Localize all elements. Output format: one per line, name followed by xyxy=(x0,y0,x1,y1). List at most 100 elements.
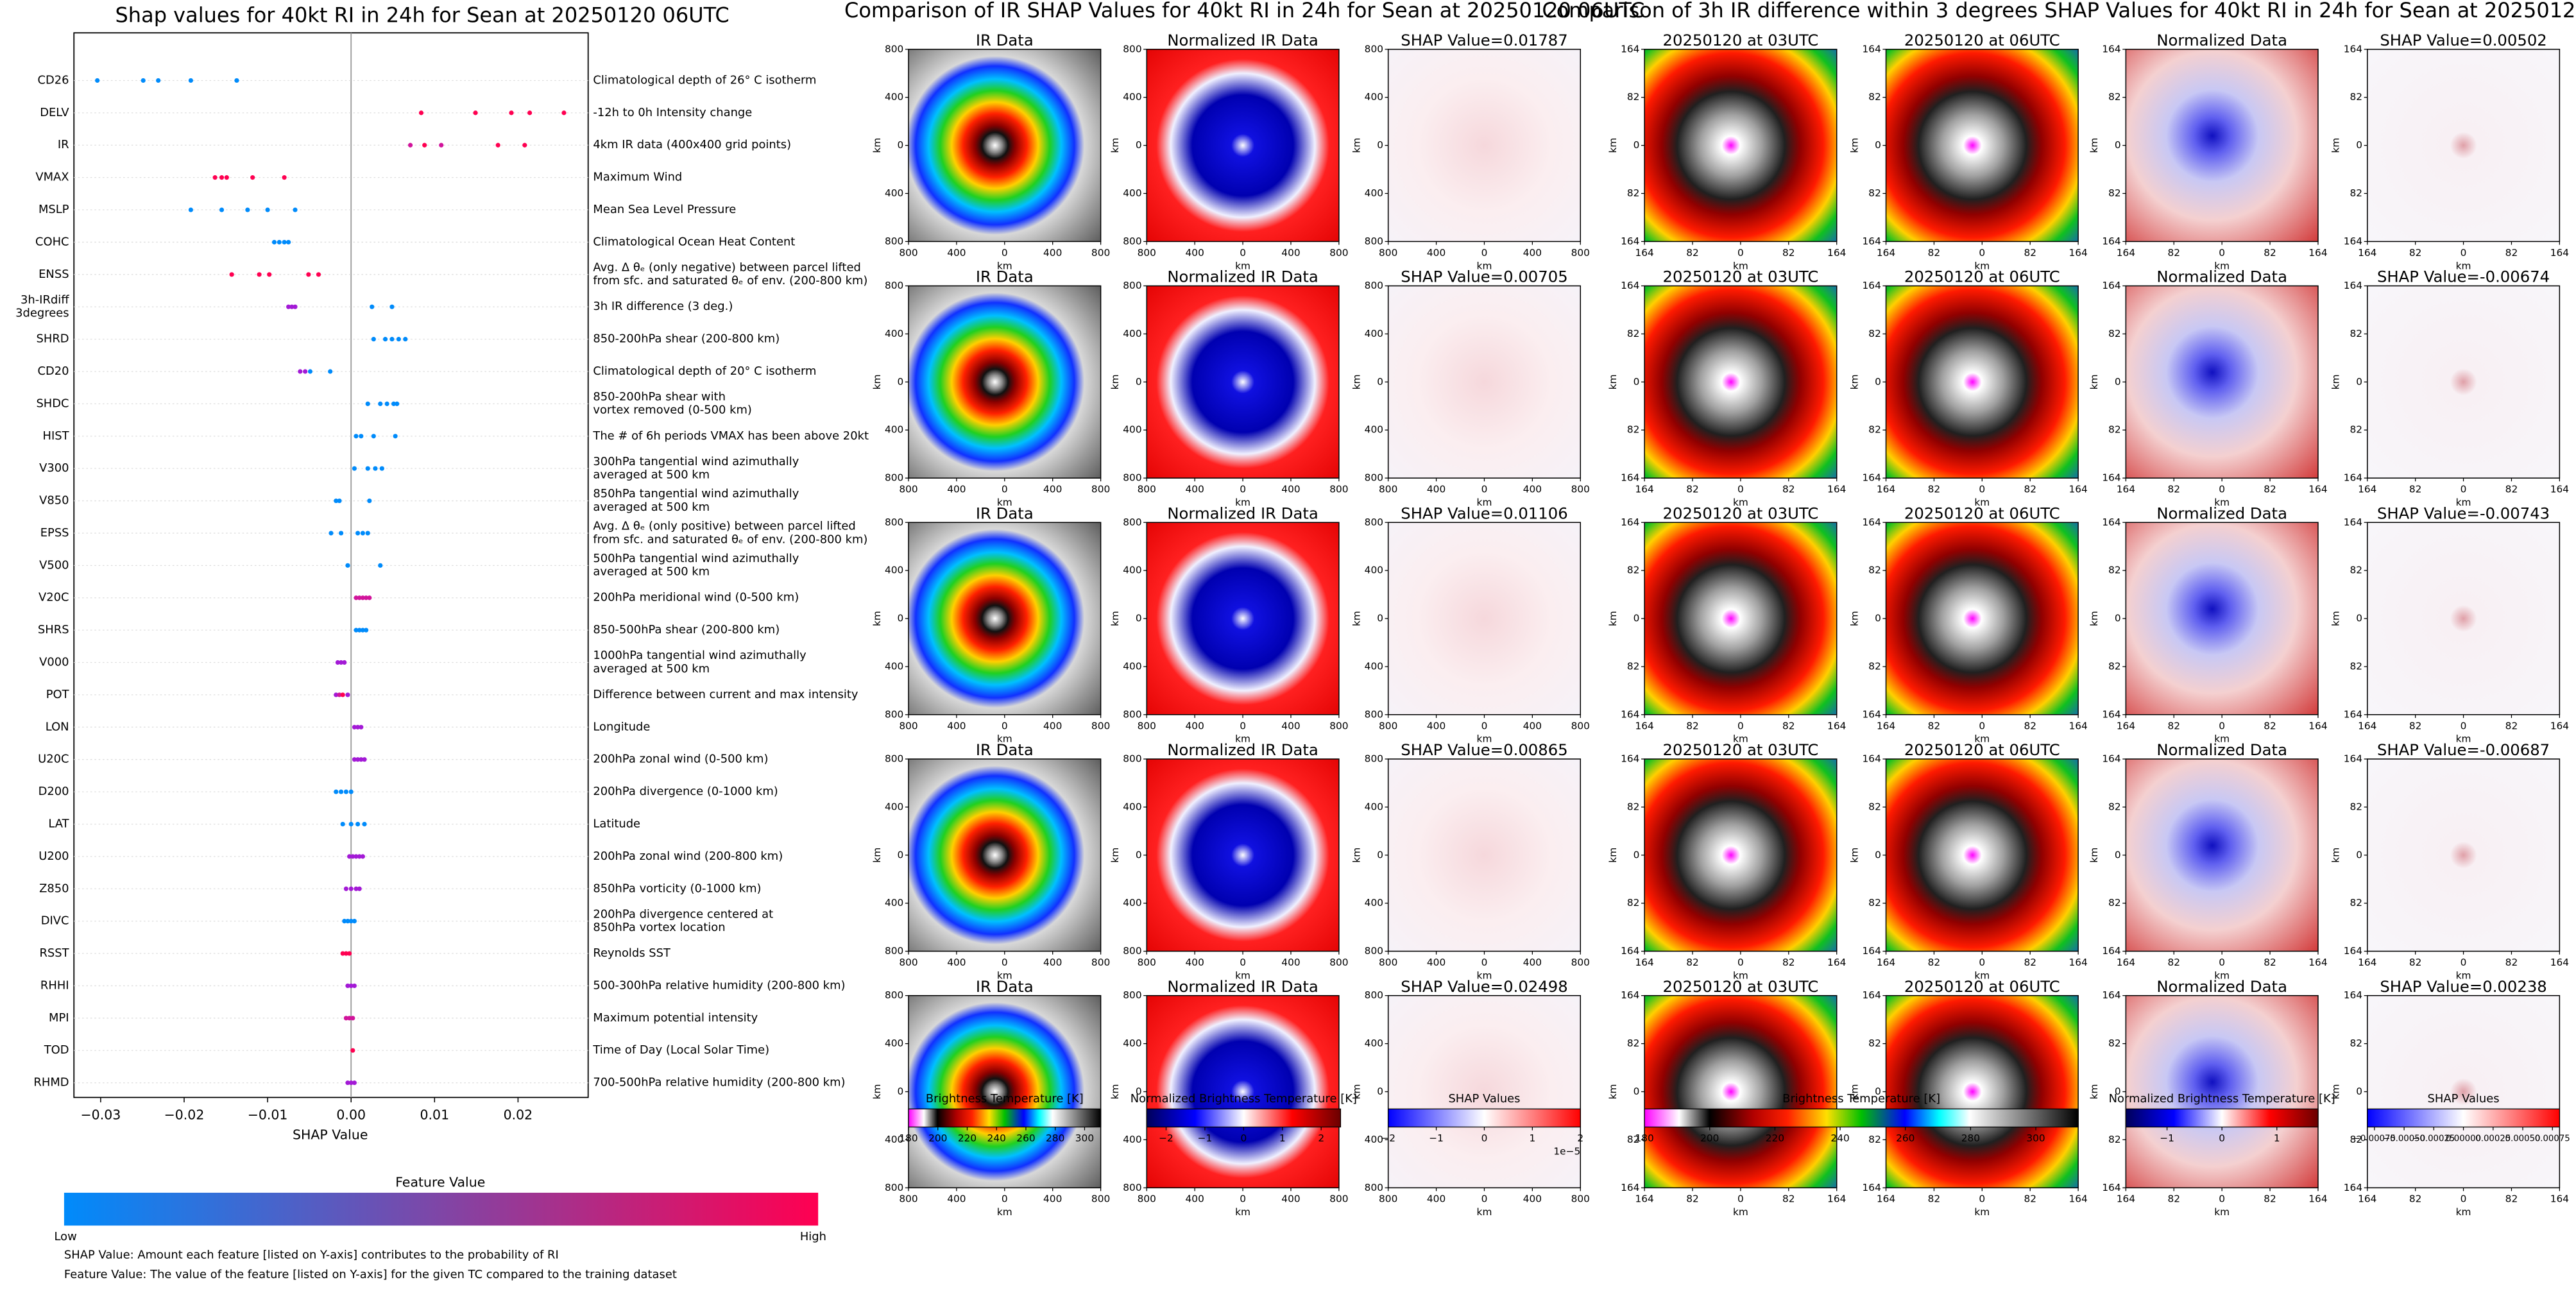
shap-point xyxy=(219,175,225,180)
shap-point xyxy=(418,110,424,115)
x-tick-label: 0 xyxy=(1240,484,1246,495)
shap-point xyxy=(384,401,389,406)
colorbar-tick-label: 260 xyxy=(1016,1132,1035,1144)
y-axis-label: km xyxy=(1848,1084,1860,1100)
y-axis-label: km xyxy=(1607,1084,1619,1100)
y-tick-label: 164 xyxy=(1621,708,1639,720)
x-tick-label: 800 xyxy=(1138,957,1156,968)
x-tick-label: 82 xyxy=(2024,957,2036,968)
image-panel xyxy=(1387,522,1582,715)
x-tick-label: 164 xyxy=(2117,1193,2135,1205)
image-panel xyxy=(1146,49,1340,243)
x-tick-label: 164 xyxy=(2308,484,2327,495)
panel-title: SHAP Value=-0.00674 xyxy=(2377,268,2550,286)
panel-title: IR Data xyxy=(976,268,1034,286)
colorbar-tick-label: 0.00075 xyxy=(2535,1134,2570,1143)
x-tick-label: 82 xyxy=(1782,247,1795,259)
x-axis-label: km xyxy=(1235,1206,1250,1218)
feature-label: MSLP xyxy=(38,203,69,216)
panel-title: 20250120 at 06UTC xyxy=(1904,31,2060,49)
panel-title: 20250120 at 06UTC xyxy=(1904,740,2060,759)
y-tick-label: 800 xyxy=(1123,945,1141,957)
shap-point xyxy=(229,272,234,277)
shap-point xyxy=(289,304,294,309)
colorbar-tick-label: 200 xyxy=(1700,1132,1719,1144)
shap-point xyxy=(328,531,334,536)
x-tick-label: 800 xyxy=(899,1193,917,1205)
y-tick-label: 0 xyxy=(2356,613,2362,624)
shap-point xyxy=(355,821,361,827)
y-tick-label: 800 xyxy=(885,753,903,764)
x-tick-label: 400 xyxy=(1281,957,1300,968)
x-tick-label: 164 xyxy=(1635,720,1653,731)
shap-point xyxy=(355,757,361,762)
x-tick-label: 164 xyxy=(2068,720,2087,731)
panel-title: Normalized Data xyxy=(2156,31,2287,49)
shap-point xyxy=(359,757,364,762)
y-tick-label: 0 xyxy=(2115,849,2121,860)
x-tick-label: 400 xyxy=(947,247,966,259)
x-tick-label: 0 xyxy=(1737,247,1744,259)
colorbar-tick-label: 2 xyxy=(1577,1132,1583,1144)
image-panel xyxy=(2125,994,2319,1189)
colorbar-tick-label: 280 xyxy=(1961,1132,1980,1144)
image-panel xyxy=(1387,285,1582,479)
shap-point xyxy=(257,272,262,277)
y-axis-label: km xyxy=(1848,848,1860,863)
y-tick-label: 0 xyxy=(898,613,904,624)
y-tick-label: 164 xyxy=(1863,1182,1881,1193)
y-tick-label: 0 xyxy=(1633,849,1640,860)
shap-point xyxy=(370,304,375,309)
x-tick-label: 0 xyxy=(2461,957,2467,968)
feature-label: SHRS xyxy=(38,623,69,636)
x-tick-label: 800 xyxy=(1379,720,1397,731)
colorbar xyxy=(2125,1108,2319,1128)
x-axis-label: km xyxy=(1235,969,1250,981)
x-tick-label: 800 xyxy=(1091,484,1110,495)
x-tick-label: −0.01 xyxy=(248,1107,288,1123)
feature-description: 200hPa divergence (0-1000 km) xyxy=(593,785,778,798)
colorbar-tick-label: 220 xyxy=(1766,1132,1784,1144)
y-tick-label: 800 xyxy=(885,708,903,720)
y-tick-label: 400 xyxy=(885,897,903,909)
x-tick-label: 800 xyxy=(1571,247,1590,259)
image-panel xyxy=(1644,49,1838,243)
x-tick-label: 164 xyxy=(1635,247,1653,259)
colorbar-title: Feature Value xyxy=(395,1175,485,1190)
shap-point xyxy=(360,595,366,601)
x-tick-label: 164 xyxy=(2358,247,2376,259)
shap-point xyxy=(391,401,397,406)
y-axis-label: km xyxy=(1848,374,1860,389)
colorbar-tick-label: −0.00050 xyxy=(2383,1134,2425,1143)
y-tick-label: 164 xyxy=(1621,516,1639,528)
y-tick-label: 800 xyxy=(885,235,903,247)
shap-point xyxy=(357,627,362,633)
panel-title: IR Data xyxy=(976,977,1034,996)
x-tick-label: 0 xyxy=(1002,1193,1008,1205)
colorbar-tick-label: 0 xyxy=(1481,1132,1488,1144)
y-tick-label: 82 xyxy=(1868,187,1881,199)
y-axis-label: km xyxy=(1109,374,1121,389)
feature-label: COHC xyxy=(35,235,69,248)
y-tick-label: 800 xyxy=(1365,280,1383,291)
feature-label: HIST xyxy=(43,429,69,443)
x-axis-label: km xyxy=(1733,497,1748,508)
y-axis-label: km xyxy=(1607,848,1619,863)
panel-title: SHAP Value=-0.00687 xyxy=(2377,740,2550,759)
y-tick-label: 800 xyxy=(1123,472,1141,484)
y-tick-label: 800 xyxy=(1365,989,1383,1001)
feature-label: IR xyxy=(58,138,69,151)
feature-label: CD26 xyxy=(38,73,69,87)
y-tick-label: 400 xyxy=(1365,328,1383,339)
feature-description: 850hPa tangential wind azimuthally averag… xyxy=(593,487,799,514)
shap-point xyxy=(282,239,287,245)
x-tick-label: 400 xyxy=(1427,957,1446,968)
x-tick-label: 0 xyxy=(1002,484,1008,495)
x-tick-label: 82 xyxy=(2167,1193,2180,1205)
y-tick-label: 400 xyxy=(1123,660,1141,672)
shap-point xyxy=(345,563,350,568)
y-tick-label: 400 xyxy=(885,1037,903,1049)
y-tick-label: 800 xyxy=(1365,1182,1383,1193)
y-tick-label: 82 xyxy=(2108,801,2121,812)
colorbar-tick-label: −1 xyxy=(1198,1132,1213,1144)
